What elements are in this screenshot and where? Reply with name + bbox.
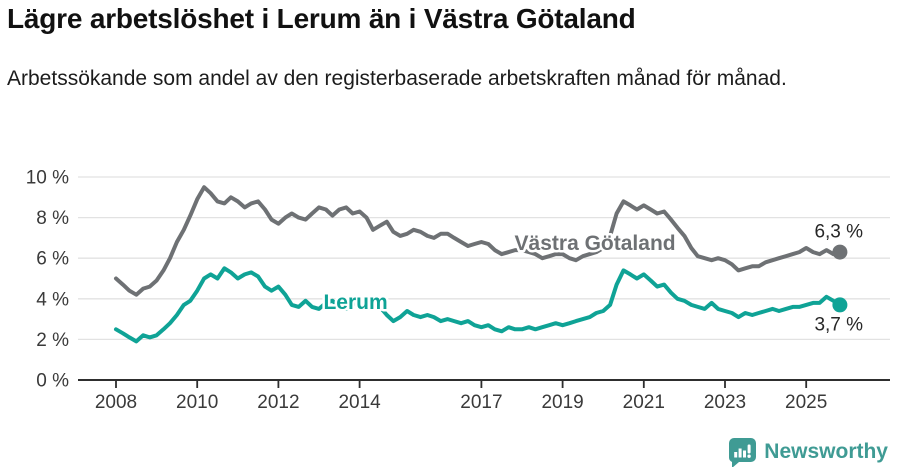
series-label: Lerum xyxy=(323,291,387,314)
series-label: Västra Götaland xyxy=(515,232,676,255)
newsworthy-logo[interactable]: Newsworthy xyxy=(727,437,888,467)
y-tick-label: 2 % xyxy=(36,330,69,351)
y-tick-label: 0 % xyxy=(36,371,69,392)
x-tick-label: 2019 xyxy=(541,392,583,413)
x-tick-label: 2012 xyxy=(257,392,299,413)
y-tick-label: 8 % xyxy=(36,208,69,229)
x-tick-label: 2014 xyxy=(338,392,381,413)
series-end-value-label: 3,7 % xyxy=(814,314,863,335)
x-tick-label: 2008 xyxy=(95,392,137,413)
chart-subtitle: Arbetssökande som andel av den registerb… xyxy=(7,67,787,90)
x-tick-label: 2017 xyxy=(460,392,502,413)
x-tick-label: 2021 xyxy=(623,392,665,413)
newsworthy-speech-bubble-bar-chart-icon xyxy=(729,438,757,467)
chart-area: 0 % 2 % 4 % 6 % 8 % 10 % 2008 2010 2012 2014 2017 2… xyxy=(0,152,900,452)
series-line-lerum xyxy=(114,266,842,344)
x-tick-label: 2025 xyxy=(785,392,827,413)
y-tick-label: 10 % xyxy=(26,168,69,189)
y-tick-label: 4 % xyxy=(36,289,69,310)
x-tick-label: 2023 xyxy=(704,392,746,413)
series-end-dot xyxy=(832,297,848,313)
x-tick-label: 2010 xyxy=(176,392,218,413)
page-title: Lägre arbetslöshet i Lerum än i Västra G… xyxy=(7,3,636,34)
newsworthy-brand-text: Newsworthy xyxy=(764,440,888,463)
series-line-v-stra-g-taland xyxy=(114,185,842,297)
series-end-value-label: 6,3 % xyxy=(814,221,863,242)
y-tick-label: 6 % xyxy=(36,249,69,270)
series-end-dot xyxy=(832,244,848,260)
unemployment-line-chart: 0 % 2 % 4 % 6 % 8 % 10 % 2008 2010 2012 2014 2017 2… xyxy=(26,168,890,413)
